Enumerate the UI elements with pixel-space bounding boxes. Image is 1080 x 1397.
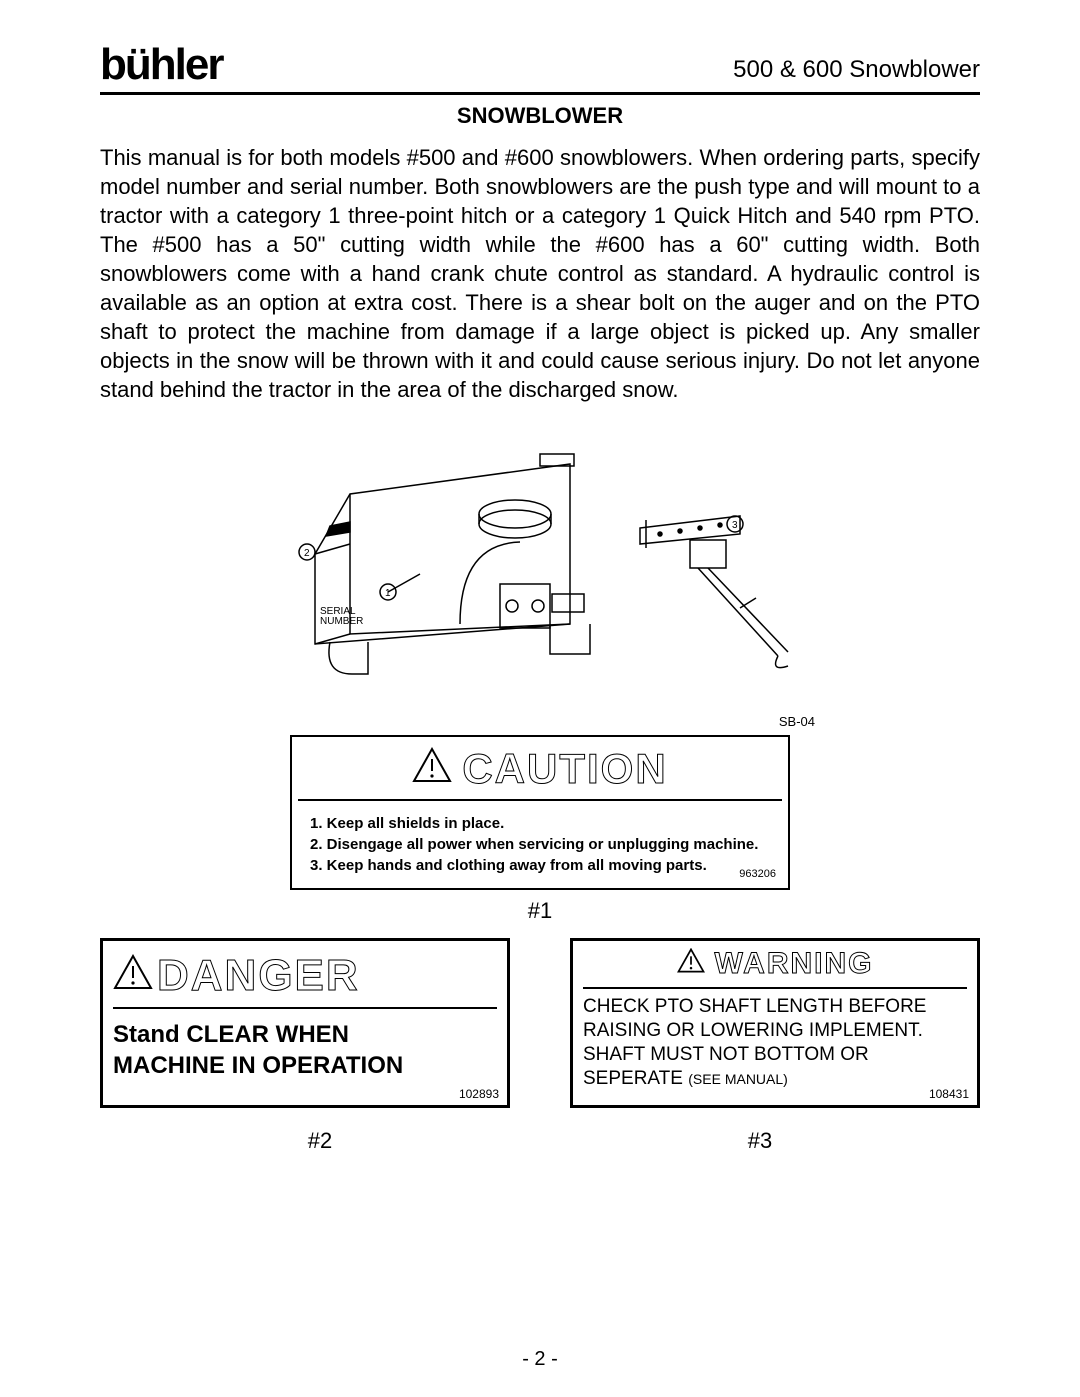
- caution-item-3: 3. Keep hands and clothing away from all…: [310, 857, 770, 874]
- caution-part-code: 963206: [739, 868, 776, 880]
- warning-heading-text: WARNING: [715, 947, 874, 981]
- page-header: bühler 500 & 600 Snowblower: [100, 40, 980, 95]
- caution-heading-text: CAUTION: [462, 745, 667, 793]
- page-title: SNOWBLOWER: [100, 103, 980, 129]
- warning-triangle-icon: [412, 745, 452, 793]
- snowblower-diagram: SERIAL NUMBER 2 1 3: [100, 424, 980, 714]
- danger-line2: MACHINE IN OPERATION: [113, 1050, 497, 1081]
- manual-page: bühler 500 & 600 Snowblower SNOWBLOWER T…: [0, 0, 1080, 1397]
- svg-text:3: 3: [732, 520, 738, 531]
- danger-line1: Stand CLEAR WHEN: [113, 1019, 497, 1050]
- bottom-labels-row: DANGER Stand CLEAR WHEN MACHINE IN OPERA…: [100, 938, 980, 1108]
- caution-item-2: 2. Disengage all power when servicing or…: [310, 836, 770, 853]
- danger-heading: DANGER: [113, 951, 497, 1001]
- danger-part-code: 102893: [459, 1087, 499, 1101]
- danger-body: Stand CLEAR WHEN MACHINE IN OPERATION: [113, 1019, 497, 1081]
- danger-heading-text: DANGER: [157, 951, 360, 1001]
- svg-text:NUMBER: NUMBER: [320, 616, 363, 627]
- page-number: - 2 -: [0, 1348, 1080, 1371]
- caution-label: CAUTION 1. Keep all shields in place. 2.…: [290, 735, 790, 890]
- svg-text:1: 1: [385, 588, 391, 599]
- caution-heading: CAUTION: [298, 745, 782, 793]
- diagram-svg: SERIAL NUMBER 2 1 3: [260, 424, 820, 714]
- danger-label: DANGER Stand CLEAR WHEN MACHINE IN OPERA…: [100, 938, 510, 1108]
- warning-figure-label: #3: [540, 1128, 980, 1154]
- intro-paragraph: This manual is for both models #500 and …: [100, 143, 980, 404]
- caution-body: 1. Keep all shields in place. 2. Disenga…: [298, 799, 782, 882]
- diagram-code: SB-04: [100, 714, 980, 729]
- danger-figure-label: #2: [100, 1128, 540, 1154]
- warning-heading: WARNING: [583, 947, 967, 989]
- caution-item-1: 1. Keep all shields in place.: [310, 815, 770, 832]
- warning-label: WARNING CHECK PTO SHAFT LENGTH BEFORE RA…: [570, 938, 980, 1108]
- svg-text:2: 2: [304, 548, 310, 559]
- warning-body: CHECK PTO SHAFT LENGTH BEFORE RAISING OR…: [583, 995, 967, 1090]
- header-model-text: 500 & 600 Snowblower: [733, 56, 980, 90]
- warning-triangle-icon: [113, 951, 153, 1001]
- warning-part-code: 108431: [929, 1087, 969, 1101]
- warning-body-small: (SEE MANUAL): [688, 1071, 788, 1087]
- brand-logo: bühler: [100, 40, 222, 90]
- warning-triangle-icon: [677, 947, 705, 981]
- bottom-figure-labels: #2 #3: [100, 1128, 980, 1154]
- caution-figure-label: #1: [100, 898, 980, 924]
